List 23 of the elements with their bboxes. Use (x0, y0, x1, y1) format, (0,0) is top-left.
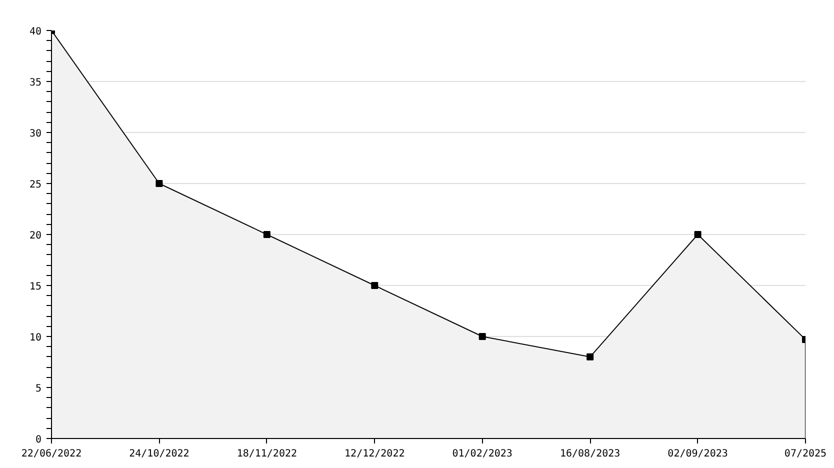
x-tick-label: 12/12/2022 (344, 448, 405, 460)
y-tick-label: 30 (29, 128, 42, 140)
point (156, 180, 163, 187)
x-tick-label: 24/10/2022 (129, 448, 190, 460)
x-tick-label: 02/09/2023 (668, 448, 728, 460)
point (694, 231, 702, 238)
x-tick-label: 18/11/2022 (236, 448, 298, 460)
x-tick-label: 01/02/2023 (452, 448, 512, 460)
x-tick-label: 16/08/2023 (560, 448, 620, 460)
y-tick-label: 15 (29, 282, 42, 292)
point (478, 333, 486, 340)
y-tick-label: 40 (29, 26, 42, 38)
x-tick-label: 22/06/2022 (21, 448, 82, 460)
y-tick-label: 35 (29, 78, 42, 88)
point (586, 353, 594, 360)
y-tick-label: 25 (29, 180, 42, 190)
y-tick-label: 20 (29, 230, 42, 242)
y-tick-label: 10 (29, 332, 42, 344)
y-tick-label: 5 (35, 384, 42, 394)
point (263, 231, 270, 238)
y-tick-label: 0 (35, 434, 42, 446)
point (371, 282, 378, 289)
x-tick-label: 07/2025 (784, 448, 827, 460)
